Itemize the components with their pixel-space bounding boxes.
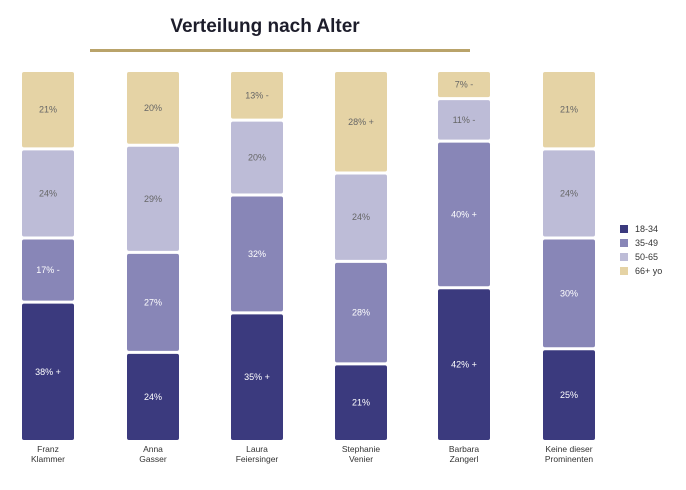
bar-segment (335, 174, 387, 260)
bar-segment (543, 239, 595, 348)
category-label: Gasser (139, 454, 167, 464)
data-label: 21% (39, 105, 57, 115)
chart-title: Verteilung nach Alter (170, 16, 360, 37)
legend-label: 66+ yo (635, 265, 663, 276)
legend-swatch (620, 252, 628, 261)
data-label: 42% + (451, 360, 477, 370)
legend-label: 35-49 (635, 237, 659, 248)
bar-segment (22, 303, 74, 440)
bar-segment (231, 72, 283, 119)
bar-segment (438, 72, 490, 98)
data-label: 28% (352, 308, 370, 318)
bar-segment (438, 142, 490, 287)
bar-segment (438, 289, 490, 440)
bar-segment (231, 196, 283, 312)
data-label: 21% (560, 105, 578, 115)
bar-segment (543, 350, 595, 440)
bar-segment (127, 353, 179, 440)
bar-segment (231, 314, 283, 440)
data-label: 17% - (36, 265, 60, 275)
data-label: 20% (144, 103, 162, 113)
bar-segment (22, 150, 74, 237)
data-label: 24% (560, 188, 578, 198)
data-label: 29% (144, 194, 162, 204)
bar-segment (438, 100, 490, 140)
data-label: 35% + (244, 372, 270, 382)
category-label: Zangerl (450, 454, 479, 464)
data-label: 7% - (455, 80, 474, 90)
legend-item: 18-34 (620, 222, 662, 235)
legend-item: 66+ yo (620, 264, 662, 277)
legend-item: 50-65 (620, 250, 662, 263)
legend-label: 18-34 (635, 223, 659, 234)
bar-segment (22, 239, 74, 301)
bar-segment (22, 72, 74, 148)
category-label: Anna (143, 444, 163, 454)
data-label: 32% (248, 249, 266, 259)
legend-label: 50-65 (635, 251, 659, 262)
data-label: 24% (39, 188, 57, 198)
category-label: Stephanie (342, 444, 381, 454)
legend-swatch (620, 238, 628, 247)
data-label: 25% (560, 390, 578, 400)
legend-swatch (620, 266, 628, 275)
title-underline (90, 49, 470, 52)
data-label: 11% - (453, 115, 476, 125)
data-label: 28% + (348, 117, 374, 127)
data-label: 30% (560, 288, 578, 298)
category-label: Franz (37, 444, 59, 454)
bar-segment (231, 121, 283, 194)
category-label: Klammer (31, 454, 65, 464)
bar-segment (127, 72, 179, 144)
data-label: 20% (248, 153, 266, 163)
category-label: Feiersinger (236, 454, 279, 464)
bar-segment (335, 365, 387, 440)
data-label: 27% (144, 297, 162, 307)
bar-segment (127, 146, 179, 251)
bar-segment (335, 262, 387, 363)
data-label: 13% - (245, 90, 269, 100)
data-label: 40% + (451, 209, 477, 219)
bar-segment (127, 253, 179, 351)
category-label: Barbara (449, 444, 480, 454)
data-label: 24% (352, 212, 370, 222)
data-label: 21% (352, 398, 370, 408)
chart-legend: 18-34 35-49 50-65 66+ yo (620, 222, 662, 278)
category-label: Keine dieser (545, 444, 592, 454)
category-label: Laura (246, 444, 268, 454)
bar-segment (543, 72, 595, 148)
bar-segment (543, 150, 595, 237)
category-label: Venier (349, 454, 373, 464)
legend-item: 35-49 (620, 236, 662, 249)
category-label: Prominenten (545, 454, 593, 464)
legend-swatch (620, 224, 628, 233)
data-label: 38% + (35, 367, 61, 377)
bar-segment (335, 72, 387, 172)
data-label: 24% (144, 392, 162, 402)
